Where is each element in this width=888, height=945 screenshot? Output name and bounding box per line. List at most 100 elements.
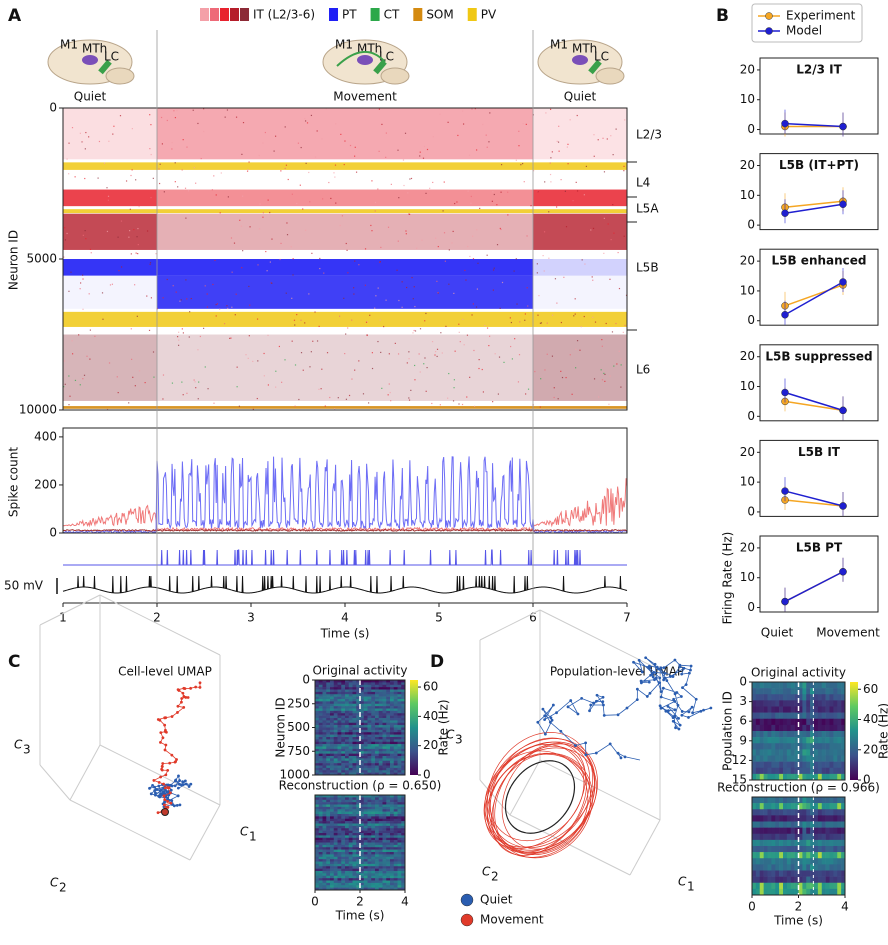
heatmap-cell: [330, 856, 335, 860]
spike-dot: [397, 353, 400, 355]
x-tick-label: 2: [795, 900, 803, 914]
heatmap-cell: [397, 737, 402, 740]
heatmap-cell: [821, 858, 826, 865]
heatmap-cell: [341, 739, 346, 743]
colorbar-tick-label: 40: [863, 712, 878, 726]
heatmap-cell: [771, 833, 776, 841]
heatmap-cell: [390, 847, 395, 850]
spike-dot: [498, 356, 501, 358]
heatmap-cell: [779, 797, 784, 804]
spike-dot: [290, 246, 292, 248]
heatmap-cell: [315, 744, 320, 747]
heatmap-cell: [341, 823, 346, 827]
heatmap-cell: [833, 839, 838, 847]
heatmap-cell: [775, 852, 780, 859]
heatmap-cell: [318, 763, 323, 766]
heatmap-cell: [390, 710, 395, 714]
heatmap-cell: [341, 804, 346, 808]
heatmap-cell: [367, 821, 372, 824]
heatmap-cell: [326, 684, 331, 688]
heatmap-cell: [386, 866, 391, 869]
spike-dot: [560, 370, 562, 372]
heatmap-cell: [367, 741, 372, 745]
data-point: [781, 487, 789, 495]
y-tick-label: 200: [34, 477, 57, 491]
axis-label: C: [446, 728, 455, 742]
heatmap-cell: [326, 830, 331, 834]
heatmap-cell: [386, 756, 391, 759]
heatmap-cell: [841, 737, 846, 744]
spike-dot: [405, 230, 407, 232]
heatmap-cell: [333, 823, 338, 827]
heatmap-cell: [397, 753, 402, 757]
heatmap-cell: [333, 802, 338, 805]
heatmap-cell: [779, 718, 784, 726]
heatmap-cell: [326, 809, 331, 812]
heatmap-cell: [375, 840, 380, 843]
heatmap-cell: [763, 682, 768, 689]
spike-dot: [176, 336, 179, 338]
heatmap-cell: [356, 722, 361, 726]
heatmap-cell: [771, 846, 776, 853]
heatmap-cell: [341, 696, 346, 700]
heatmap-cell: [360, 694, 365, 697]
heatmap-cell: [382, 691, 387, 695]
spike-dot: [215, 194, 217, 196]
y-tick-label: 12: [732, 753, 747, 767]
spike-dot: [347, 272, 349, 274]
heatmap-cell: [382, 772, 387, 776]
heatmap-cell: [825, 755, 830, 762]
heatmap-cell: [371, 687, 376, 690]
spike-dot: [285, 164, 288, 166]
spike-dot: [305, 162, 307, 164]
heatmap-cell: [825, 803, 830, 810]
spike-dot: [134, 284, 136, 286]
spike-dot: [422, 157, 425, 159]
heatmap-cell: [755, 694, 761, 701]
raster-band: [63, 209, 627, 214]
heatmap-cell: [802, 864, 807, 871]
heatmap-cell: [315, 687, 320, 690]
heatmap-cell: [401, 746, 406, 750]
heatmap-cell: [393, 882, 398, 886]
heatmap-cell: [786, 682, 792, 689]
heatmap-cell: [363, 729, 368, 733]
spike-dot: [431, 402, 433, 405]
heatmap-cell: [763, 737, 768, 744]
axis-label-sub: 2: [491, 870, 499, 884]
heatmap-cell: [341, 701, 346, 705]
heatmap-cell: [363, 828, 368, 831]
heatmap-cell: [393, 734, 398, 738]
heatmap-cell: [386, 741, 391, 745]
heatmap-cell: [401, 885, 406, 888]
heatmap-cell: [333, 818, 338, 822]
heatmap-cell: [802, 743, 807, 750]
legend-label: Movement: [480, 913, 544, 927]
heatmap-cell: [393, 852, 398, 855]
y-tick-label: 20: [740, 254, 755, 268]
heatmap-cell: [755, 876, 761, 884]
heatmap-cell: [798, 767, 803, 775]
heatmap-cell: [393, 684, 398, 688]
heatmap-cell: [755, 761, 761, 769]
spike-dot: [252, 360, 254, 363]
heatmap-cell: [326, 753, 331, 757]
heatmap-cell: [794, 773, 799, 781]
heatmap-cell: [837, 743, 842, 750]
spike-dot: [468, 154, 471, 156]
heatmap-cell: [386, 765, 391, 769]
heatmap-cell: [393, 765, 398, 769]
heatmap-cell: [363, 713, 368, 716]
heatmap-cell: [356, 885, 361, 888]
heatmap-cell: [330, 842, 335, 846]
heatmap-cell: [356, 847, 361, 850]
heatmap-cell: [397, 875, 402, 879]
heatmap-cell: [393, 844, 398, 848]
heatmap-cell: [330, 861, 335, 865]
heatmap-cell: [367, 729, 372, 733]
heatmap-cell: [322, 682, 327, 686]
heatmap-cell: [322, 866, 327, 869]
spike-dot: [381, 123, 383, 126]
spike-dot: [248, 335, 250, 337]
spike-dot: [377, 188, 379, 190]
